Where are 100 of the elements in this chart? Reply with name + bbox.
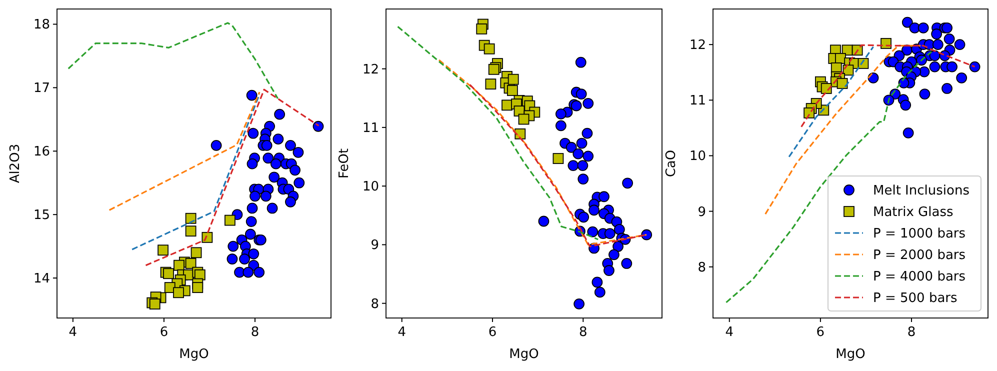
point — [538, 216, 550, 227]
point — [246, 216, 257, 228]
point — [266, 202, 278, 214]
point — [918, 22, 929, 34]
point — [246, 90, 258, 101]
point — [946, 61, 958, 72]
y-axis-title: FeOt — [337, 148, 352, 179]
x-tick-label: 6 — [160, 325, 168, 340]
point — [902, 16, 913, 28]
point — [312, 120, 324, 132]
point — [608, 249, 620, 260]
point — [552, 153, 564, 164]
point — [246, 158, 258, 170]
point — [261, 140, 272, 151]
point — [969, 61, 980, 72]
y-tick-label: 15 — [33, 208, 50, 224]
y-tick-label: 14 — [33, 272, 50, 287]
point — [576, 138, 588, 149]
point — [270, 158, 282, 170]
point — [621, 258, 632, 269]
y-tick-label: 8 — [698, 260, 706, 276]
point — [228, 240, 239, 252]
point — [919, 88, 930, 100]
point — [210, 140, 222, 151]
point — [285, 196, 296, 208]
point — [248, 248, 260, 260]
point — [566, 142, 577, 153]
legend-label: P = 4000 bars — [873, 270, 966, 284]
point — [956, 72, 968, 84]
point — [582, 128, 593, 139]
point — [292, 146, 304, 158]
point — [250, 190, 260, 202]
point — [242, 266, 254, 278]
point — [158, 244, 168, 256]
point — [244, 228, 256, 240]
point — [484, 43, 495, 54]
line-series — [68, 22, 279, 100]
point — [185, 258, 196, 269]
point — [163, 268, 174, 280]
point — [641, 229, 652, 240]
point — [592, 276, 603, 288]
point — [239, 254, 250, 264]
point — [578, 212, 590, 223]
point — [578, 174, 589, 184]
point — [594, 286, 606, 298]
point — [587, 226, 598, 238]
x-tick-label: 4 — [68, 325, 78, 340]
point — [508, 74, 519, 85]
point — [572, 148, 584, 160]
x-tick-label: 6 — [488, 325, 497, 340]
x-axis-title: MgO — [179, 347, 209, 362]
y-tick-label: 10 — [362, 180, 379, 195]
legend-label: P = 1000 bars — [873, 226, 966, 242]
y-tick-label: 17 — [33, 81, 50, 96]
point — [900, 100, 912, 111]
point — [262, 152, 274, 164]
point — [260, 190, 272, 202]
point — [294, 177, 305, 188]
line-series — [788, 46, 874, 158]
point — [598, 191, 610, 202]
point — [836, 78, 848, 89]
point — [902, 127, 914, 138]
x-axis-title: MgO — [509, 347, 539, 362]
point — [185, 212, 196, 224]
x-tick-label: 8 — [907, 325, 916, 340]
point — [190, 247, 202, 258]
point — [274, 108, 286, 120]
point — [555, 108, 566, 120]
point — [577, 160, 588, 171]
x-tick-label: 4 — [398, 325, 406, 340]
point — [555, 120, 566, 132]
x-tick-label: 6 — [816, 325, 825, 340]
legend-label: Melt Inclusions — [873, 184, 970, 198]
y-tick-label: 9 — [698, 204, 706, 220]
point — [604, 265, 614, 276]
x-tick-label: 8 — [250, 325, 260, 340]
point — [942, 22, 952, 34]
point — [622, 178, 634, 189]
point — [202, 232, 213, 243]
x-tick-label: 4 — [725, 325, 734, 340]
point — [612, 241, 624, 252]
point — [149, 298, 160, 310]
point — [173, 287, 184, 298]
y-axis-title: Al2O3 — [8, 144, 23, 184]
point — [954, 39, 966, 50]
point — [604, 228, 616, 240]
point — [942, 83, 952, 94]
y-tick-label: 16 — [33, 144, 50, 160]
point — [614, 224, 625, 235]
y-tick-label: 11 — [689, 94, 706, 109]
point — [502, 100, 512, 111]
legend-label: P = 500 bars — [873, 291, 958, 306]
point — [575, 56, 586, 68]
point — [254, 266, 265, 278]
x-tick-label: 8 — [579, 325, 588, 340]
point — [582, 150, 594, 162]
point — [568, 160, 579, 171]
point — [224, 214, 236, 226]
y-tick-label: 12 — [689, 38, 706, 54]
point — [185, 226, 196, 237]
